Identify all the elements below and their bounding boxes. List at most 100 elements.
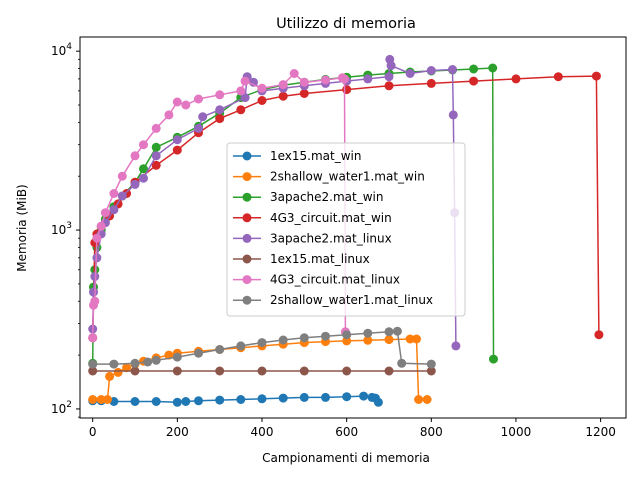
- data-point: [103, 395, 112, 404]
- data-point: [414, 395, 424, 404]
- data-point: [215, 366, 225, 376]
- legend-item: 4G3_circuit.mat_win: [233, 211, 392, 225]
- data-point: [236, 341, 246, 351]
- series-2shallow_water1.mat_linux: [88, 326, 436, 369]
- data-point: [164, 110, 174, 120]
- data-point: [257, 338, 267, 348]
- data-point: [215, 90, 225, 100]
- data-point: [139, 164, 148, 174]
- data-point: [90, 296, 100, 306]
- data-point: [278, 335, 288, 345]
- data-point: [240, 76, 250, 86]
- data-point: [88, 366, 98, 376]
- data-point: [448, 110, 458, 120]
- data-point: [215, 105, 225, 115]
- data-point: [143, 357, 153, 367]
- legend-marker: [242, 295, 252, 305]
- x-tick-label: 800: [420, 425, 443, 439]
- y-tick-label: 102: [51, 400, 72, 416]
- data-point: [363, 74, 373, 84]
- legend: 1ex15.mat_win 2shallow_water1.mat_win 3apa…: [226, 142, 466, 317]
- legend-label: 1ex15.mat_win: [270, 149, 362, 163]
- data-point: [109, 205, 119, 215]
- data-point: [151, 142, 161, 152]
- data-point: [109, 189, 119, 198]
- data-point: [194, 123, 203, 133]
- data-point: [412, 334, 421, 344]
- data-point: [181, 100, 191, 110]
- data-point: [236, 86, 246, 96]
- data-point: [278, 91, 288, 101]
- data-point: [594, 330, 604, 340]
- data-point: [172, 97, 182, 107]
- data-point: [384, 366, 394, 376]
- series-layer: [88, 54, 604, 407]
- series-1ex15.mat_linux: [88, 366, 436, 376]
- data-point: [96, 395, 106, 404]
- data-point: [299, 77, 309, 87]
- data-point: [342, 85, 352, 95]
- legend-label: 2shallow_water1.mat_linux: [270, 293, 433, 307]
- data-point: [384, 335, 394, 345]
- x-tick-label: 0: [89, 425, 97, 439]
- data-point: [194, 94, 203, 104]
- data-point: [384, 72, 394, 82]
- data-point: [109, 359, 119, 369]
- data-point: [130, 179, 140, 189]
- data-point: [139, 140, 148, 150]
- data-point: [426, 366, 436, 376]
- x-tick-label: 1200: [585, 425, 616, 439]
- data-point: [342, 366, 352, 376]
- data-point: [151, 151, 161, 161]
- data-point: [299, 89, 309, 98]
- data-point: [321, 392, 330, 402]
- data-point: [194, 396, 203, 406]
- x-tick-label: 400: [251, 425, 274, 439]
- data-point: [215, 114, 225, 124]
- data-point: [342, 330, 352, 340]
- data-point: [151, 397, 161, 406]
- legend-label: 3apache2.mat_linux: [270, 231, 392, 245]
- data-point: [89, 287, 98, 297]
- legend-item: 3apache2.mat_win: [233, 190, 384, 204]
- data-point: [299, 333, 309, 343]
- legend-label: 4G3_circuit.mat_linux: [270, 273, 400, 287]
- legend-item: 2shallow_water1.mat_linux: [233, 293, 433, 307]
- data-point: [488, 63, 498, 73]
- data-point: [278, 80, 288, 90]
- data-point: [426, 78, 436, 88]
- legend-item: 3apache2.mat_linux: [233, 231, 392, 245]
- data-point: [469, 76, 479, 86]
- data-point: [139, 173, 148, 183]
- legend-marker: [242, 151, 252, 161]
- data-point: [151, 160, 161, 170]
- data-point: [359, 391, 369, 401]
- data-point: [92, 233, 102, 243]
- data-point: [405, 334, 415, 344]
- data-point: [591, 71, 601, 81]
- data-point: [90, 272, 100, 281]
- data-point: [151, 123, 161, 133]
- data-point: [340, 74, 349, 84]
- data-point: [130, 397, 140, 406]
- data-point: [451, 341, 461, 351]
- data-point: [299, 366, 309, 376]
- x-axis: 0 200 400 600 800 1000 1200: [89, 418, 616, 439]
- data-point: [194, 348, 203, 358]
- legend-marker: [242, 192, 252, 202]
- data-point: [172, 397, 182, 407]
- data-point: [426, 359, 436, 369]
- data-point: [392, 326, 402, 336]
- data-point: [422, 395, 432, 404]
- x-tick-label: 200: [166, 425, 189, 439]
- data-point: [236, 105, 246, 115]
- data-point: [117, 171, 127, 181]
- legend-marker: [242, 275, 252, 285]
- series-4G3_circuit.mat_win: [88, 71, 604, 343]
- data-point: [426, 66, 436, 75]
- data-point: [363, 328, 373, 338]
- data-point: [181, 397, 191, 406]
- data-point: [257, 366, 267, 376]
- data-point: [342, 392, 352, 402]
- legend-item: 4G3_circuit.mat_linux: [233, 273, 400, 287]
